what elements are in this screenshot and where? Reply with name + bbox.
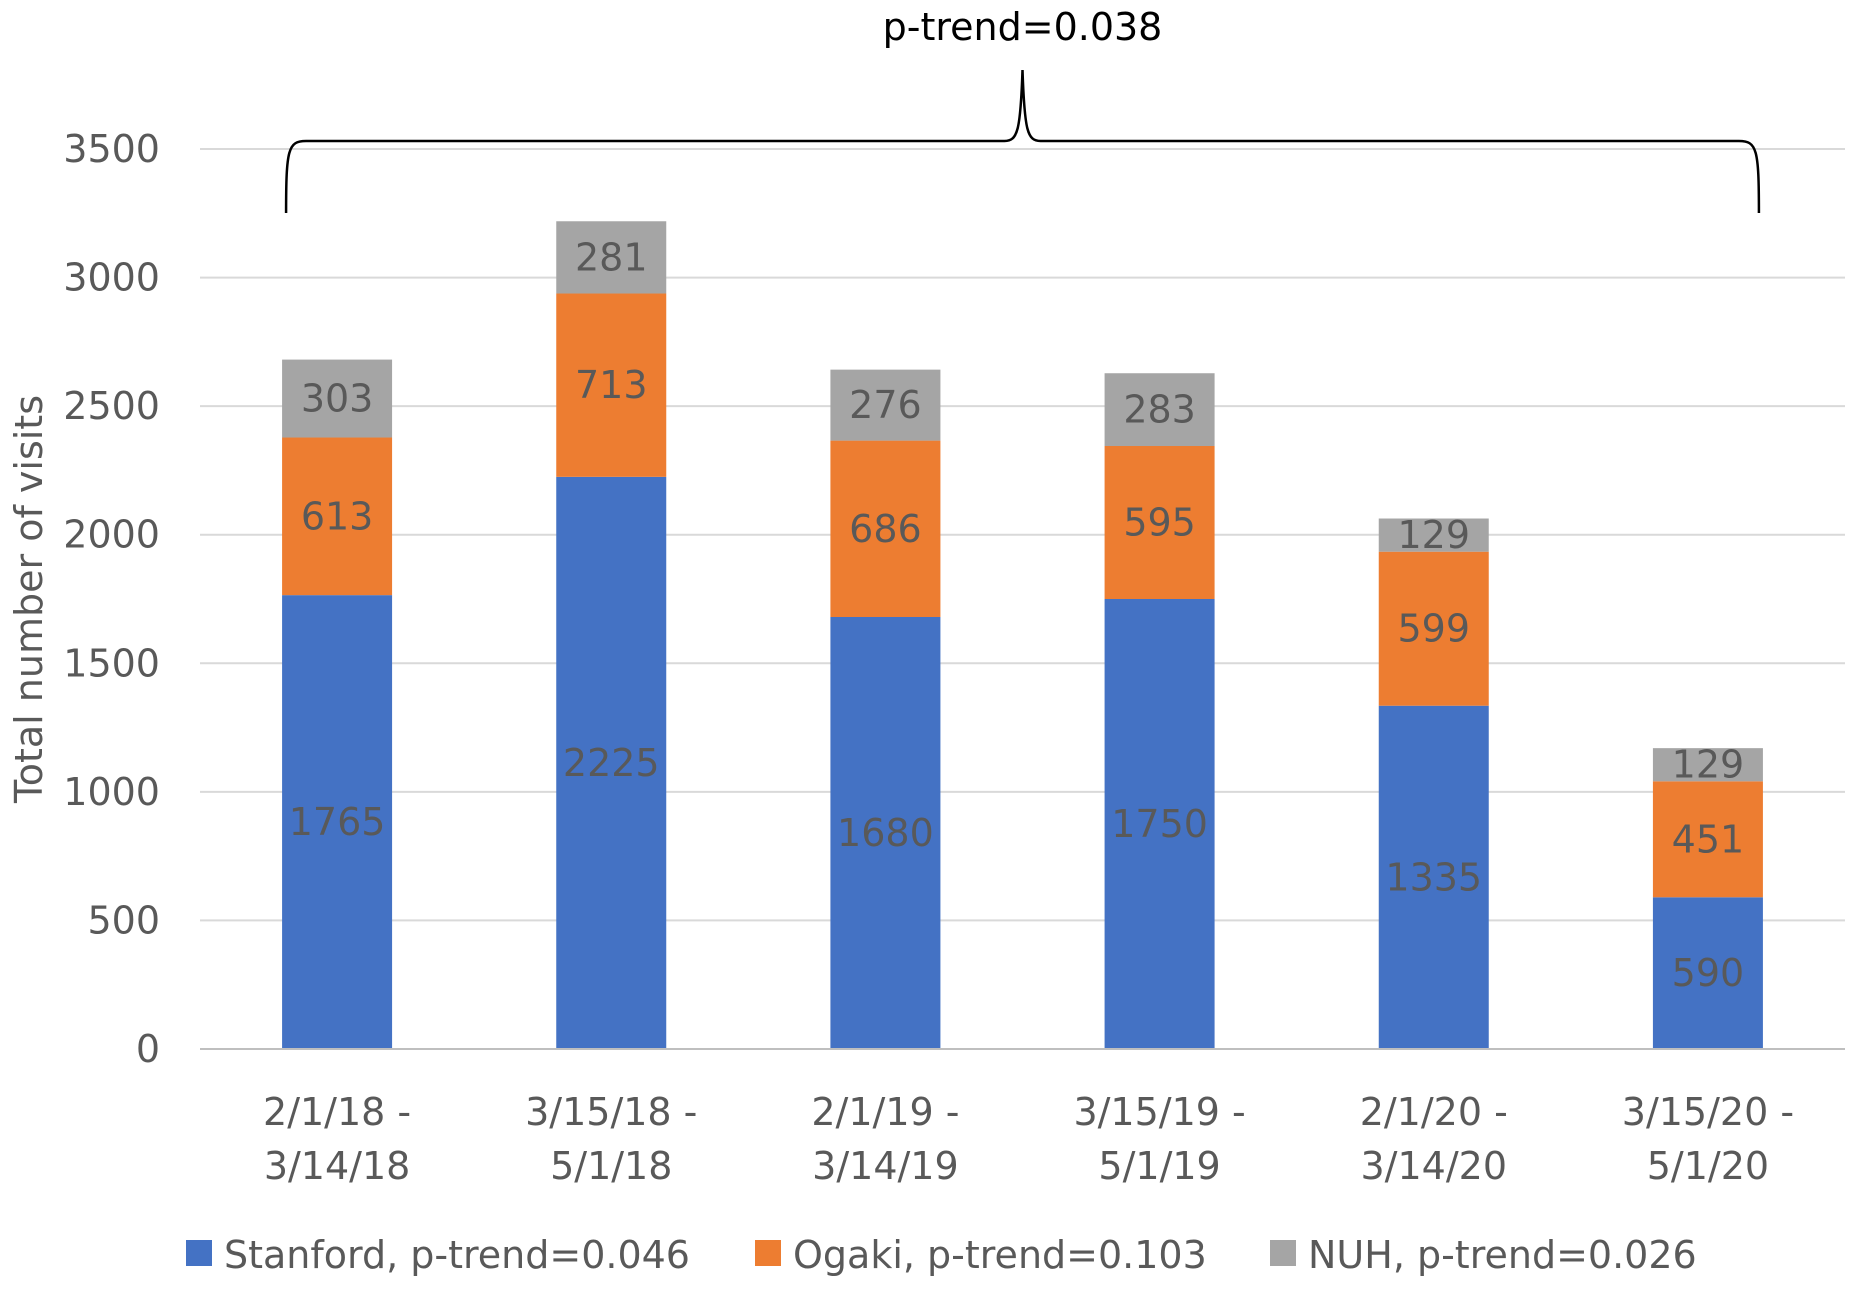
bar-labels-layer: 1765 613 303 2225 713 281 1680 686 276 1750 595 283… (289, 235, 1744, 995)
bar-segment (830, 440, 941, 617)
bar-value-label: 1765 (289, 800, 386, 844)
bar-segment (282, 595, 393, 1049)
x-tick-label: 2/1/20 - (1360, 1090, 1508, 1134)
bar-value-label: 283 (1123, 388, 1196, 432)
y-tick-label: 1000 (63, 770, 160, 814)
overall-trend-annotation: p-trend=0.038 (883, 5, 1163, 49)
bar-value-label: 590 (1672, 951, 1745, 995)
legend-swatch (755, 1240, 781, 1266)
x-tick-label: 3/14/18 (264, 1144, 411, 1188)
bar-value-label: 303 (301, 377, 374, 421)
grid-layer (200, 148, 1845, 922)
legend-swatch (1270, 1240, 1296, 1266)
y-tick-label: 500 (87, 898, 160, 942)
bar-value-label: 595 (1123, 501, 1196, 545)
axis-layer: 0 500 1000 1500 2000 2500 3000 3500 2/1/18 - 3/14… (63, 127, 1845, 1188)
bar-segment (1378, 518, 1489, 552)
bar-value-label: 2225 (563, 741, 660, 785)
bar-segment (1378, 705, 1489, 1049)
bar-segment (1652, 748, 1763, 782)
bar-segment (1652, 897, 1763, 1049)
bar-value-label: 1750 (1111, 802, 1208, 846)
bar-segment (556, 293, 667, 477)
bar-value-label: 451 (1672, 817, 1745, 861)
bars-layer (282, 221, 1763, 1049)
bar-segment (1378, 551, 1489, 706)
bar-value-label: 686 (849, 507, 922, 551)
x-tick-label: 3/15/20 - (1622, 1090, 1794, 1134)
legend-label: NUH, p-trend=0.026 (1308, 1233, 1697, 1277)
legend-label: Stanford, p-trend=0.046 (224, 1233, 690, 1277)
bar-segment (1104, 446, 1215, 599)
bar-value-label: 1680 (837, 811, 934, 855)
bar-value-label: 276 (849, 383, 922, 427)
x-tick-label: 3/15/18 - (525, 1090, 697, 1134)
bar-value-label: 129 (1672, 743, 1745, 787)
bar-value-label: 129 (1397, 513, 1470, 557)
x-tick-label: 3/15/19 - (1073, 1090, 1245, 1134)
bar-segment (556, 221, 667, 294)
legend-label: Ogaki, p-trend=0.103 (793, 1233, 1207, 1277)
bar-segment (1104, 373, 1215, 446)
bar-segment (282, 437, 393, 596)
y-tick-label: 0 (136, 1027, 160, 1071)
legend-swatch (186, 1240, 212, 1266)
x-tick-label: 2/1/18 - (263, 1090, 411, 1134)
legend: Stanford, p-trend=0.046 Ogaki, p-trend=0.… (186, 1233, 1697, 1277)
x-tick-label: 2/1/19 - (811, 1090, 959, 1134)
bar-segment (282, 359, 393, 438)
bar-value-label: 599 (1397, 607, 1470, 651)
y-tick-label: 2500 (63, 384, 160, 428)
x-tick-label: 5/1/20 (1647, 1144, 1769, 1188)
bar-segment (556, 476, 667, 1049)
y-tick-label: 3000 (63, 256, 160, 300)
y-tick-label: 3500 (63, 127, 160, 171)
bar-segment (830, 369, 941, 441)
bar-value-label: 1335 (1385, 855, 1482, 899)
bar-segment (1652, 781, 1763, 898)
x-tick-label: 3/14/20 (1361, 1144, 1508, 1188)
annotation-layer: p-trend=0.038 (284, 5, 1761, 214)
bar-value-label: 613 (301, 494, 374, 538)
trend-brace (284, 69, 1761, 214)
bar-value-label: 281 (575, 235, 648, 279)
y-tick-label: 2000 (63, 513, 160, 557)
bar-segment (1104, 599, 1215, 1049)
x-tick-label: 5/1/18 (550, 1144, 672, 1188)
x-tick-label: 5/1/19 (1098, 1144, 1220, 1188)
x-tick-label: 3/14/19 (812, 1144, 959, 1188)
y-tick-label: 1500 (63, 641, 160, 685)
y-axis-title: Total number of visits (7, 395, 51, 804)
bar-segment (830, 617, 941, 1049)
bar-value-label: 713 (575, 363, 648, 407)
